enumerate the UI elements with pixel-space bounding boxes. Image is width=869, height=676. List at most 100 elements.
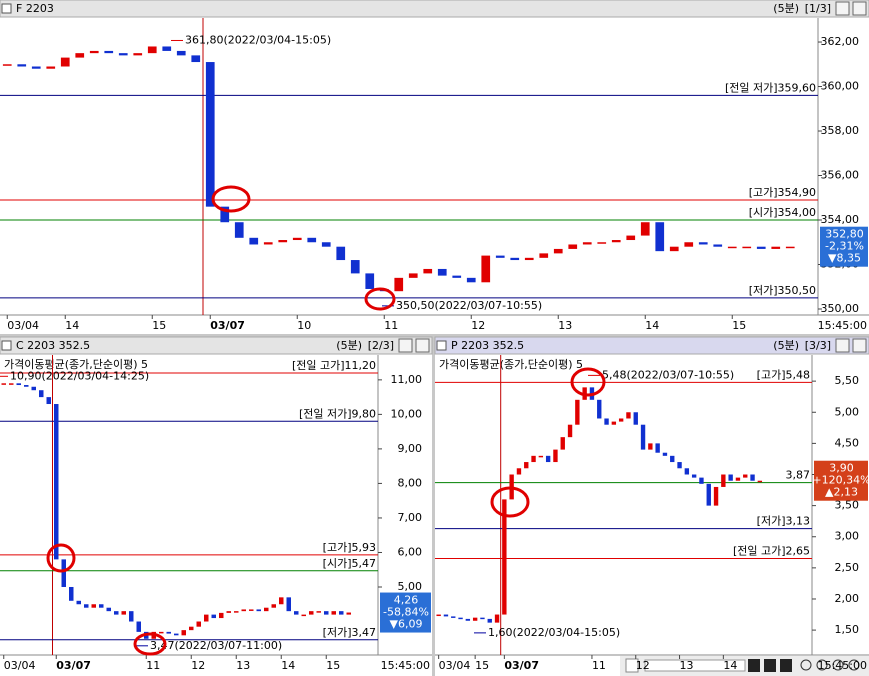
zoom-button[interactable] <box>832 659 844 671</box>
level-label: [시가]354,00 <box>749 206 816 219</box>
candle <box>481 255 491 283</box>
candle <box>582 242 592 245</box>
x-end-label: 15:45:00 <box>818 319 867 332</box>
candle <box>31 386 36 391</box>
scrollbar[interactable] <box>644 659 746 672</box>
candle <box>524 462 529 469</box>
price-box-text: ▼8,35 <box>828 252 861 265</box>
candle <box>234 222 244 238</box>
candle <box>162 46 172 51</box>
annotation: 350,50(2022/03/07-10:55) <box>396 299 542 312</box>
button[interactable] <box>780 659 792 672</box>
y-tick-label: 5,00 <box>398 580 423 593</box>
x-tick-label: 03/04 <box>7 319 39 332</box>
checkbox[interactable] <box>436 340 447 351</box>
candle <box>452 275 462 278</box>
x-tick-label: 13 <box>236 659 250 672</box>
candle <box>465 618 471 621</box>
y-tick-label: 11,00 <box>391 373 423 386</box>
candle <box>331 611 336 615</box>
candle <box>670 455 675 463</box>
x-tick-label: 15 <box>732 319 746 332</box>
close-button[interactable] <box>852 338 867 353</box>
candle <box>189 626 194 631</box>
annotation: 361,80(2022/03/04-15:05) <box>185 33 331 46</box>
x-tick-label: 13 <box>558 319 572 332</box>
candle <box>1 383 6 385</box>
candle <box>204 614 209 622</box>
candle <box>648 443 653 450</box>
candle <box>742 246 752 249</box>
x-end-label: 15:45:00 <box>381 659 430 672</box>
y-tick-label: 3,50 <box>835 499 860 512</box>
candle <box>626 412 631 419</box>
zoom-button[interactable] <box>848 659 860 671</box>
candle <box>597 399 602 419</box>
candle <box>31 66 41 69</box>
candle <box>241 609 246 612</box>
settings-button[interactable] <box>835 338 850 353</box>
candle <box>174 633 179 636</box>
x-tick-label: 12 <box>636 659 650 672</box>
close-button[interactable] <box>415 338 430 353</box>
level-label: [전일 고가]11,20 <box>292 358 376 372</box>
button[interactable] <box>748 659 760 672</box>
candle <box>611 240 621 243</box>
y-tick-label: 362,00 <box>821 35 860 48</box>
candle <box>2 64 12 66</box>
candle <box>472 617 478 621</box>
candle <box>136 621 141 632</box>
y-tick-label: 5,50 <box>835 374 860 387</box>
candle <box>604 418 609 425</box>
close-button[interactable] <box>852 1 867 16</box>
candle <box>256 609 261 612</box>
candle <box>633 412 638 425</box>
checkbox[interactable] <box>1 3 12 14</box>
candle <box>698 242 708 245</box>
candle <box>99 604 104 608</box>
settings-button[interactable] <box>835 1 850 16</box>
x-tick-label: 12 <box>191 659 205 672</box>
price-box-text: ▼6,09 <box>390 618 423 631</box>
price-box-text: +120,34% <box>812 474 869 487</box>
highlight <box>133 632 167 656</box>
button[interactable] <box>764 659 776 672</box>
candle <box>553 248 563 254</box>
candle <box>713 486 719 506</box>
candle <box>118 53 128 56</box>
highlights <box>46 185 606 656</box>
candle <box>24 385 29 387</box>
panel-header <box>434 336 869 355</box>
zoom-button[interactable] <box>800 659 812 671</box>
zoom-button[interactable] <box>816 659 828 671</box>
candle <box>91 604 96 608</box>
y-tick-label: 4,50 <box>835 436 860 449</box>
candle <box>286 597 291 612</box>
x-tick-label: 14 <box>281 659 295 672</box>
candle <box>655 222 665 252</box>
candle <box>684 242 694 247</box>
level-label: [전일 고가]2,65 <box>733 544 810 558</box>
candle <box>728 474 733 481</box>
annotation: 1,60(2022/03/04-15:05) <box>488 626 620 639</box>
panel-title: F 2203 <box>16 2 54 15</box>
candle <box>458 617 463 620</box>
x-tick-label: 11 <box>592 659 606 672</box>
y-tick-label: 358,00 <box>821 124 860 137</box>
panel-title: P 2203 352.5 <box>451 339 524 352</box>
checkbox[interactable] <box>1 340 12 351</box>
candle <box>568 244 578 249</box>
candle <box>494 614 500 623</box>
candle <box>640 222 650 236</box>
candle <box>114 611 119 615</box>
highlight <box>364 287 396 311</box>
candle <box>54 404 59 560</box>
price-box-text: 352,80 <box>825 228 864 241</box>
annotation: 3,47(2022/03/07-11:00) <box>150 639 282 652</box>
settings-button[interactable] <box>398 338 413 353</box>
highlight <box>46 543 76 573</box>
candle <box>309 611 314 615</box>
button[interactable] <box>625 658 639 673</box>
candle <box>219 612 224 619</box>
x-tick-label: 03/07 <box>56 659 91 672</box>
